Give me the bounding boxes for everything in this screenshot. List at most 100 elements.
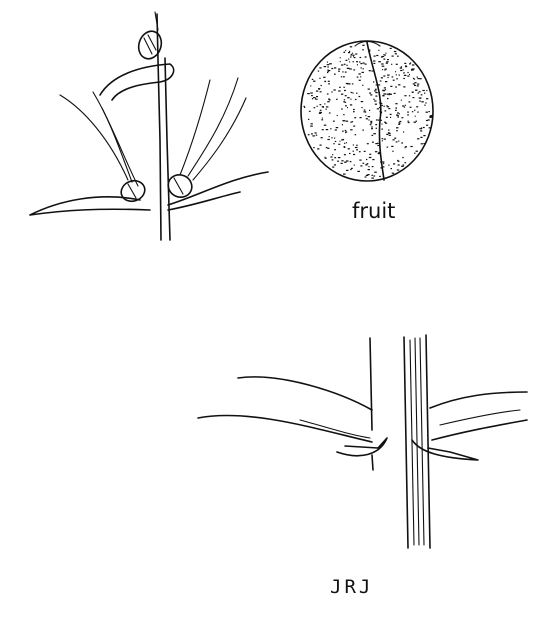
stipple-dot <box>413 121 416 123</box>
stipple-dot <box>343 63 346 65</box>
stipple-dot <box>383 93 386 95</box>
fruit-top-notch <box>354 40 381 47</box>
stipple-dot <box>398 122 401 124</box>
stipple-dot <box>319 67 322 69</box>
stipple-dot <box>382 166 385 168</box>
artist-initials: JRJ <box>330 576 374 598</box>
stipple-dot <box>373 55 376 57</box>
stipple-dot <box>420 136 423 138</box>
left-culm-thin-lower <box>371 454 374 471</box>
stipple-dot <box>404 95 407 97</box>
stipple-dot <box>380 77 383 79</box>
stipple-dot <box>396 78 398 80</box>
stipple-dot <box>347 107 348 109</box>
stipple-dot <box>362 62 365 64</box>
stipple-dot <box>353 69 356 71</box>
stipple-dot <box>367 88 370 90</box>
stipple-dot <box>426 124 429 126</box>
stipple-dot <box>342 130 344 132</box>
stipple-dot <box>365 164 367 166</box>
stipple-dot <box>324 156 326 158</box>
stipple-dot <box>331 67 334 70</box>
main-stem-right-edge <box>164 57 171 241</box>
right-bract-2 <box>187 77 239 177</box>
stipple-dot <box>364 56 367 58</box>
stipple-dot <box>385 52 387 54</box>
stipple-dot <box>319 104 322 106</box>
stipple-dot <box>375 143 378 145</box>
stipple-dot <box>349 68 352 70</box>
stipple-dot <box>399 67 402 69</box>
stipple-dot <box>350 91 353 94</box>
stipple-dot <box>356 61 358 63</box>
stipple-dot <box>352 54 355 56</box>
stipple-dot <box>324 157 327 159</box>
stipple-dot <box>344 101 347 103</box>
stipple-dot <box>373 98 375 100</box>
stipple-dot <box>390 116 392 118</box>
stipple-dot <box>414 109 416 111</box>
stipple-dot <box>362 162 365 164</box>
stipple-dot <box>386 61 389 63</box>
stipple-dot <box>350 53 353 55</box>
stipple-dot <box>397 160 400 162</box>
stipple-dot <box>360 63 363 65</box>
stipple-dot <box>377 153 380 155</box>
stipple-dot <box>397 159 399 162</box>
stipple-dot <box>370 122 372 124</box>
stipple-dot <box>331 137 333 139</box>
stipple-dot <box>413 78 416 80</box>
stipple-dot <box>388 129 390 131</box>
stipple-dot <box>385 62 388 64</box>
stipple-dot <box>390 168 392 170</box>
stipple-dot <box>320 84 322 87</box>
stipple-dot <box>364 63 367 65</box>
stipple-dot <box>346 169 349 171</box>
stipple-dot <box>382 161 385 163</box>
stipple-dot <box>371 126 373 128</box>
stipple-dot <box>364 111 367 113</box>
right-leaf-sheath-tip <box>411 439 479 461</box>
stipple-dot <box>334 149 336 151</box>
stipple-dot <box>396 114 398 116</box>
stipple-dot <box>367 169 370 171</box>
stipple-dot <box>362 84 364 86</box>
stipple-dot <box>371 166 374 168</box>
stipple-dot <box>387 76 389 79</box>
stipple-dot <box>326 61 328 63</box>
stipple-dot <box>384 121 386 123</box>
stipple-dot <box>407 120 409 122</box>
stipple-dot <box>345 131 348 133</box>
stipple-dot <box>322 106 324 108</box>
stipple-dot <box>420 127 423 129</box>
stipple-dot <box>318 112 321 114</box>
stipple-dot <box>407 111 409 113</box>
stipple-dot <box>381 55 385 58</box>
stipple-dot <box>330 128 332 130</box>
stipple-dot <box>389 47 392 49</box>
stipple-dot <box>308 110 311 112</box>
stipple-dot <box>391 145 394 147</box>
stipple-dot <box>379 175 381 177</box>
stipple-dot <box>389 93 392 95</box>
stipple-dot <box>417 92 419 94</box>
stipple-dot <box>424 92 426 94</box>
stipple-dot <box>360 101 364 103</box>
stipple-dot <box>382 94 385 97</box>
stipple-dot <box>408 95 411 97</box>
stipple-dot <box>420 143 423 145</box>
stipple-dot <box>380 163 382 165</box>
stipple-dot <box>379 112 382 114</box>
node-detail-drawing <box>197 334 528 549</box>
stipple-dot <box>375 151 378 153</box>
stipple-dot <box>381 140 383 142</box>
stipple-dot <box>397 116 399 118</box>
stipple-dot <box>344 71 347 73</box>
stipple-dot <box>366 163 369 165</box>
stipple-dot <box>391 63 393 65</box>
stipple-dot <box>350 98 352 100</box>
stipple-dot <box>393 163 396 165</box>
stipple-dot <box>412 97 415 99</box>
stipple-dot <box>395 74 397 76</box>
right-node-flower <box>167 174 193 198</box>
